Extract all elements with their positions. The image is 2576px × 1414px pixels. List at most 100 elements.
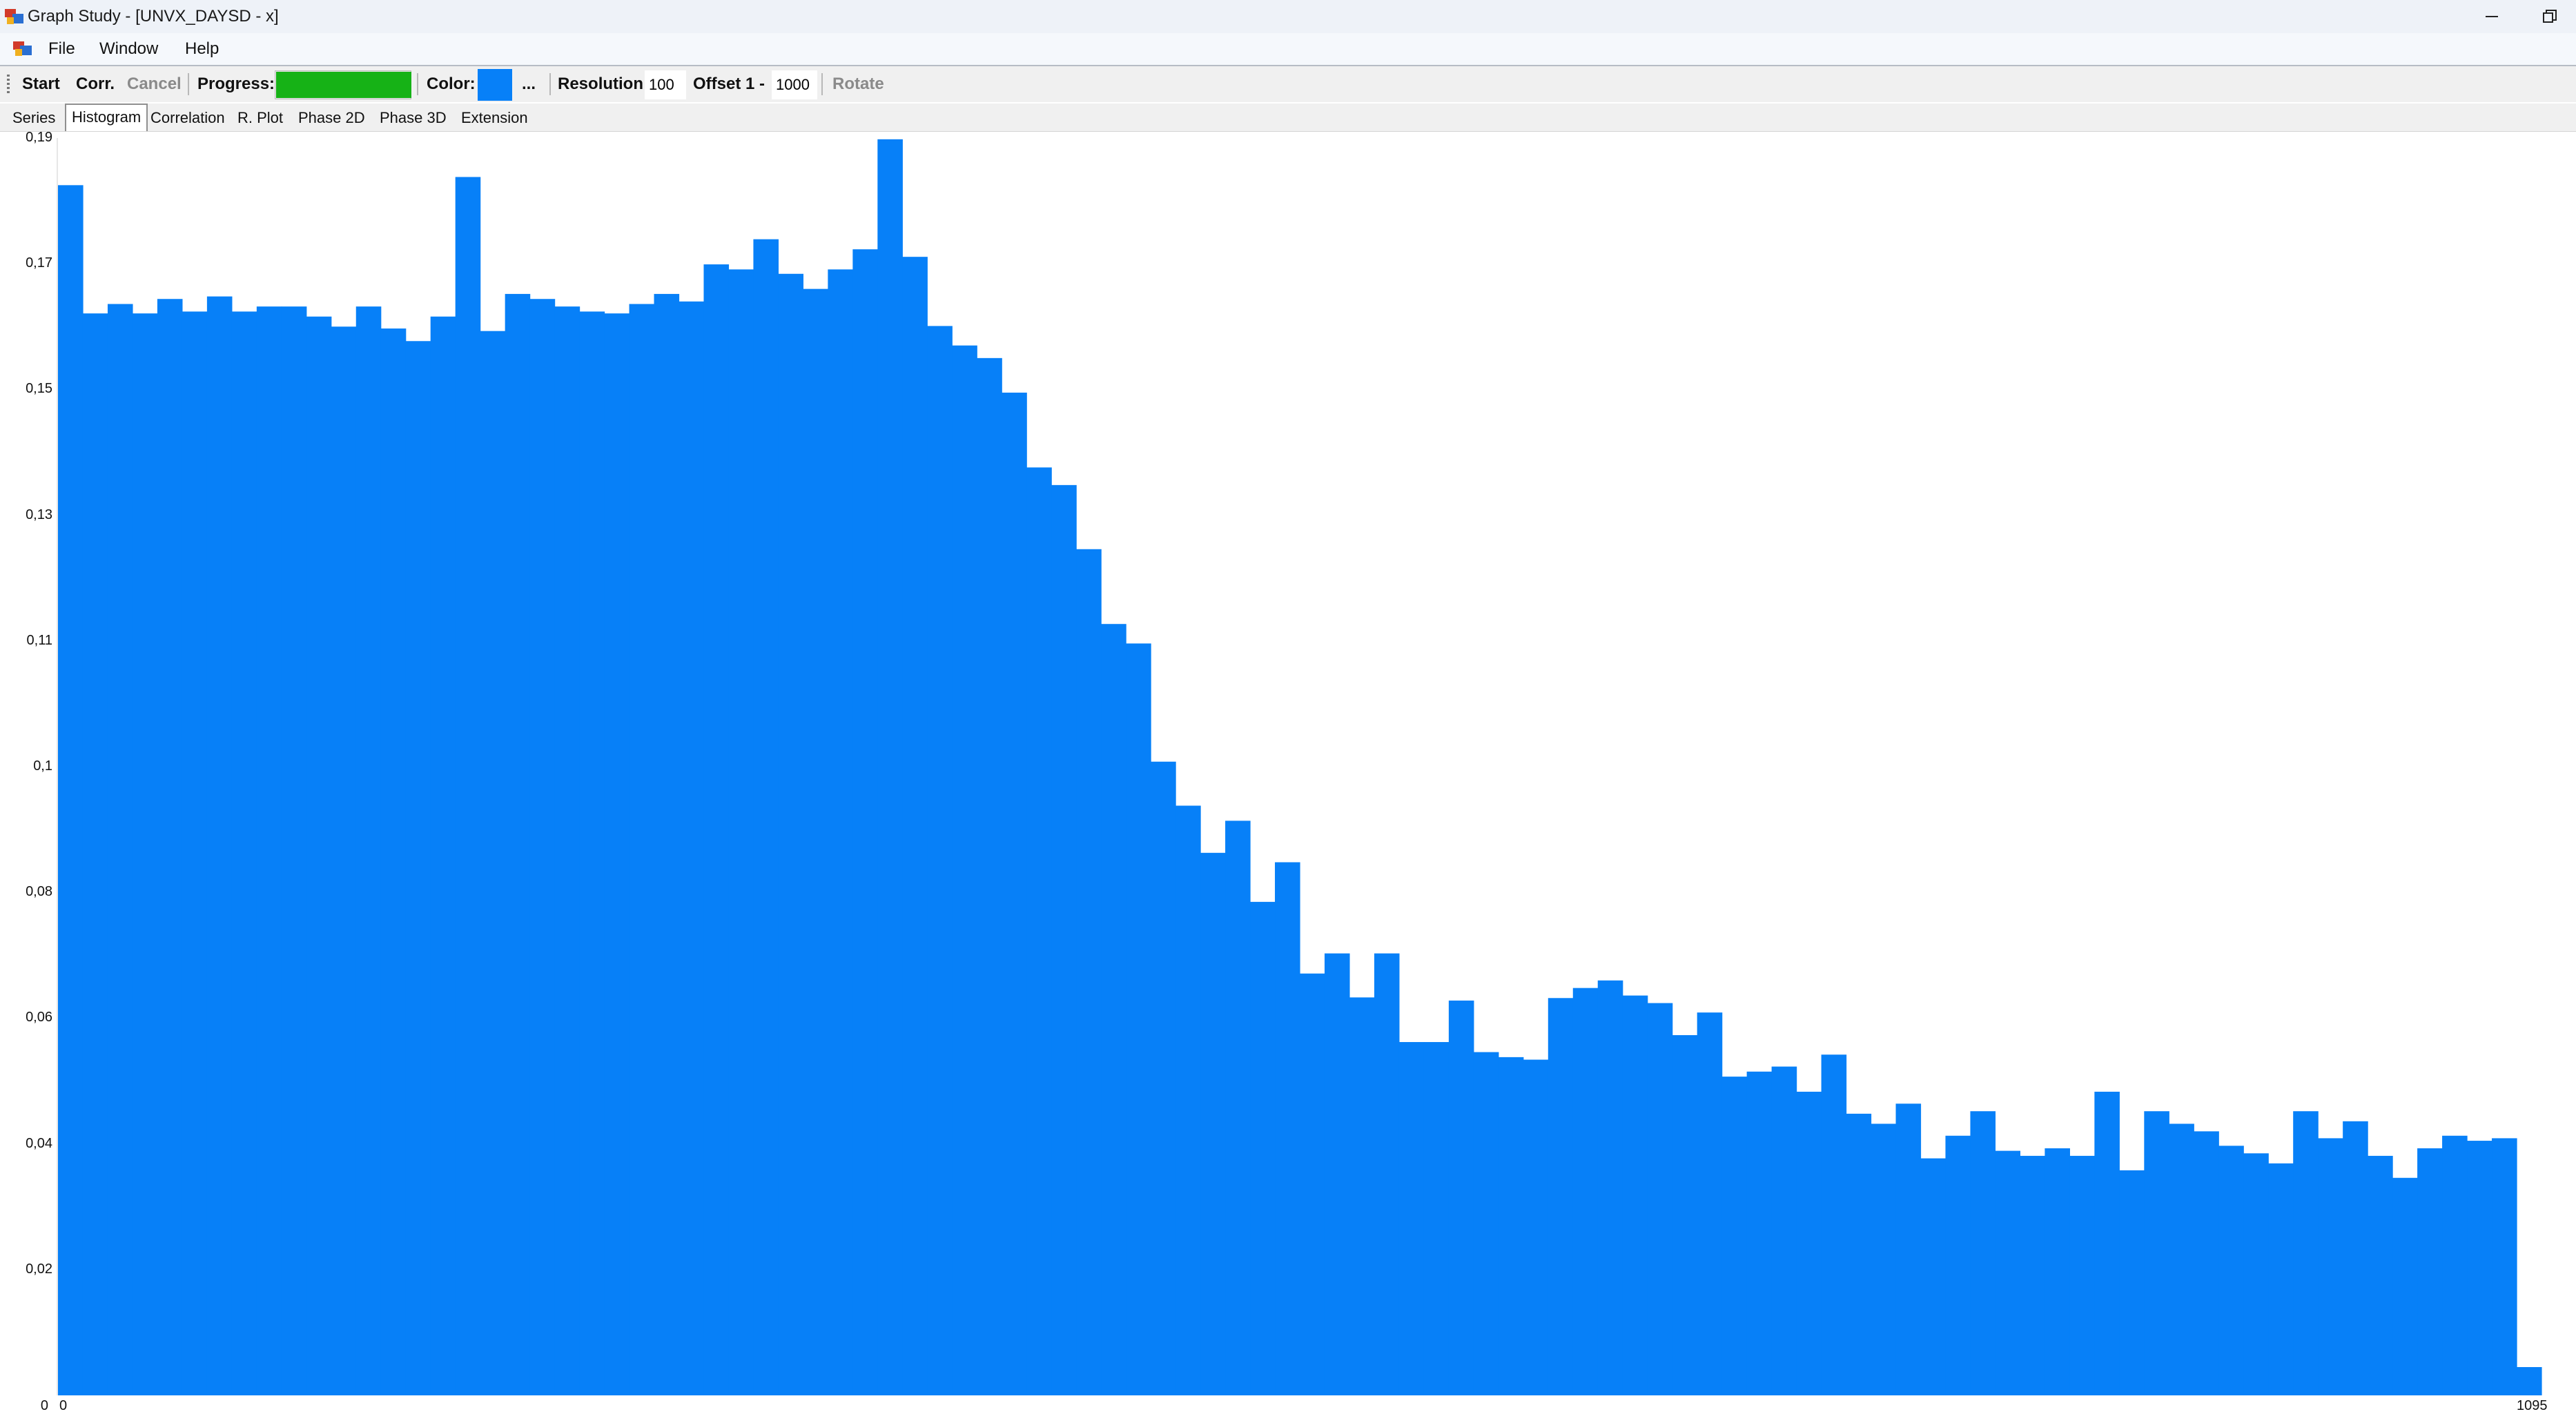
corr-button[interactable]: Corr. [76, 75, 115, 93]
histogram-bar [505, 293, 531, 1396]
y-tick-label: 0,15 [26, 381, 52, 397]
offset-input[interactable]: 1000 [772, 70, 817, 99]
histogram-bar [728, 269, 754, 1395]
histogram-bar [455, 177, 481, 1396]
histogram-bar [1225, 821, 1251, 1395]
histogram-bar [604, 313, 630, 1395]
y-tick-label: 0,08 [26, 884, 52, 900]
restore-icon [2543, 10, 2557, 23]
histogram-bar [2368, 1155, 2393, 1395]
histogram-bar [977, 357, 1002, 1395]
histogram-bar [1300, 973, 1325, 1395]
y-tick-label: 0,11 [26, 632, 52, 648]
resolution-input[interactable]: 100 [645, 70, 686, 99]
rotate-button[interactable]: Rotate [832, 75, 884, 93]
tab-phase-3d[interactable]: Phase 3D [380, 109, 447, 126]
histogram-bar [1101, 624, 1126, 1396]
histogram-bar [1846, 1113, 1872, 1395]
histogram-bar [256, 306, 282, 1395]
toolbar-separator [821, 73, 823, 95]
menu-file[interactable]: File [48, 39, 75, 58]
histogram-bar [1374, 953, 1400, 1395]
histogram-bar [1051, 484, 1077, 1395]
histogram-bar [1126, 643, 1151, 1396]
tab-bar: Series Histogram Correlation R. Plot Pha… [0, 104, 2576, 132]
tab-extension[interactable]: Extension [461, 109, 528, 126]
histogram-bar [231, 311, 257, 1396]
histogram-bar [2194, 1131, 2219, 1395]
histogram-bar [331, 326, 357, 1395]
histogram-bar [1151, 761, 1176, 1395]
color-more-button[interactable]: ... [522, 75, 536, 93]
histogram-bar [2492, 1138, 2517, 1395]
histogram-bar [206, 296, 233, 1395]
tab-correlation[interactable]: Correlation [150, 109, 225, 126]
toolbar: Start Corr. Cancel Progress: Color: ... … [0, 66, 2576, 102]
histogram-bar [1324, 953, 1350, 1395]
histogram-bar [1076, 549, 1102, 1395]
histogram-bar [2343, 1121, 2368, 1395]
histogram-bar [1697, 1012, 1723, 1395]
histogram-bar [2467, 1141, 2492, 1395]
start-button[interactable]: Start [22, 75, 60, 93]
tab-histogram[interactable]: Histogram [65, 104, 148, 131]
histogram-bar [1448, 1000, 1474, 1395]
histogram-bar [1871, 1123, 1897, 1395]
y-tick-label: 0,04 [26, 1135, 52, 1151]
histogram-bar [2144, 1111, 2169, 1395]
menu-window[interactable]: Window [99, 39, 159, 58]
y-tick-label: 0,06 [26, 1010, 52, 1025]
histogram-bar [877, 139, 903, 1395]
histogram-bar [182, 311, 208, 1396]
histogram-bar [306, 316, 332, 1396]
histogram-bar [2218, 1146, 2244, 1395]
histogram-bar [529, 299, 556, 1396]
toolbar-separator [549, 73, 551, 95]
histogram-bar [1473, 1052, 1499, 1395]
histogram-bar [480, 331, 506, 1396]
tab-phase-2d[interactable]: Phase 2D [298, 109, 365, 126]
menu-help[interactable]: Help [185, 39, 219, 58]
histogram-bar [1920, 1158, 1946, 1395]
progress-fill [276, 72, 411, 98]
minimize-icon [2486, 16, 2498, 17]
minimize-button[interactable] [2472, 4, 2511, 29]
histogram-bar [1349, 997, 1375, 1395]
histogram-bar [2293, 1111, 2319, 1395]
toolbar-grip[interactable] [7, 75, 10, 95]
histogram-bar [902, 257, 928, 1396]
histogram-bar [1945, 1135, 1971, 1395]
histogram-bar [1970, 1111, 1996, 1395]
tab-r-plot[interactable]: R. Plot [237, 109, 284, 126]
histogram-bar [1821, 1054, 1847, 1395]
y-tick-label: 0,13 [26, 507, 52, 522]
histogram-bar [1622, 995, 1648, 1395]
color-swatch[interactable] [478, 69, 512, 101]
histogram-bar [1647, 1003, 1673, 1395]
histogram-bar [2243, 1153, 2269, 1395]
cancel-button[interactable]: Cancel [127, 75, 182, 93]
title-bar: Graph Study - [UNVX_DAYSD - x] [0, 0, 2576, 33]
tab-series[interactable]: Series [12, 109, 56, 126]
histogram-bar [1398, 1042, 1425, 1395]
progress-label: Progress: [197, 75, 275, 93]
histogram-bar [1548, 998, 1574, 1395]
histogram-bar [852, 249, 878, 1395]
restore-button[interactable] [2530, 4, 2569, 29]
document-icon[interactable] [12, 40, 33, 58]
histogram-bar [1250, 901, 1276, 1395]
histogram-bar [2119, 1170, 2145, 1395]
histogram-bar [1498, 1057, 1524, 1395]
menu-bar: File Window Help [0, 33, 2576, 66]
histogram-bar [107, 304, 133, 1395]
histogram-bar [579, 311, 605, 1396]
app-icon [5, 9, 23, 24]
histogram-bar [1746, 1071, 1773, 1395]
histogram-bar [1523, 1059, 1549, 1395]
histogram-bar [157, 299, 183, 1396]
histogram-bar [2020, 1155, 2045, 1395]
histogram-bar [1002, 392, 1027, 1396]
histogram-bar [2392, 1177, 2418, 1395]
histogram-bar [132, 313, 158, 1395]
y-tick-label: 0,17 [26, 255, 52, 271]
